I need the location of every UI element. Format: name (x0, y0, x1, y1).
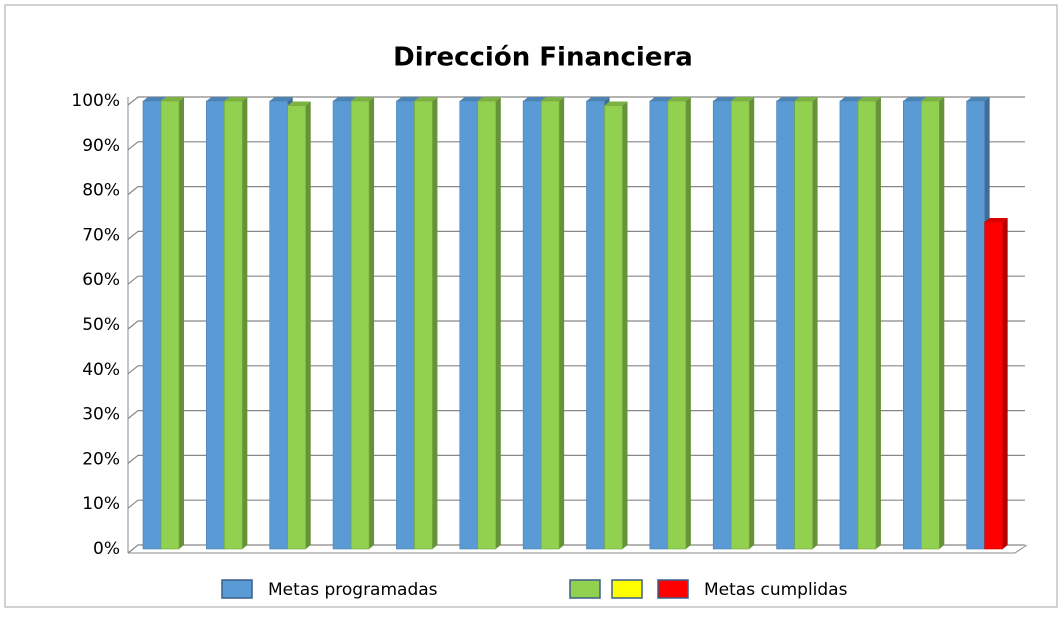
bar-top (667, 97, 691, 101)
y-tick-label: 50% (82, 315, 120, 335)
bar-top (333, 97, 357, 101)
bar (142, 100, 162, 550)
bar (984, 221, 1003, 550)
legend-swatch (657, 579, 689, 599)
bar-side (305, 101, 311, 549)
bar-top (649, 97, 673, 101)
bar-top (459, 97, 483, 101)
bar-side (559, 97, 565, 549)
bar (604, 105, 623, 550)
y-tick-label: 60% (82, 270, 120, 290)
bar-top (143, 97, 166, 101)
bar-top (731, 97, 755, 101)
bar-top (586, 97, 610, 101)
bar (540, 100, 560, 550)
bar (794, 100, 813, 550)
bar-top (477, 97, 501, 101)
bar (776, 100, 795, 550)
bar-top (206, 97, 230, 101)
bar (459, 100, 479, 550)
bar (414, 100, 433, 550)
bar (206, 100, 225, 550)
bar (920, 100, 940, 550)
bar-side (749, 97, 755, 549)
bar-side (242, 97, 248, 549)
bar (667, 100, 687, 550)
bar-side (812, 97, 818, 549)
y-tick-label: 20% (82, 449, 120, 469)
bar-side (432, 97, 438, 549)
bar-top (523, 97, 547, 101)
bar-top (776, 97, 800, 101)
bar (269, 100, 289, 550)
chart-title: Dirección Financiera (393, 43, 693, 73)
bar-top (966, 97, 990, 101)
bar-side (875, 97, 881, 549)
y-tick-label: 10% (82, 494, 120, 514)
bar (839, 100, 859, 550)
bar-top (604, 101, 628, 106)
bar-side (369, 97, 375, 549)
y-tick-label: 90% (82, 136, 120, 156)
y-tick-label: 0% (93, 539, 120, 559)
bar-side (495, 97, 501, 549)
bar (902, 100, 922, 550)
bar (396, 100, 415, 550)
bar-top (839, 97, 863, 101)
bar-top (921, 97, 945, 101)
bar-top (903, 97, 927, 101)
legend-swatch (569, 579, 601, 599)
legend-label: Metas programadas (268, 580, 438, 600)
bar-top (984, 217, 1008, 222)
bar (522, 100, 542, 550)
legend-swatch (611, 579, 643, 599)
bar-top (269, 97, 293, 101)
bar-top (351, 97, 375, 101)
bar (966, 100, 985, 550)
y-tick-label: 80% (82, 181, 120, 201)
bar-side (1002, 217, 1008, 549)
y-tick-label: 40% (82, 360, 120, 380)
y-tick-label: 70% (82, 225, 120, 245)
bar (857, 100, 877, 550)
bar-top (414, 97, 438, 101)
y-tick-label: 30% (82, 405, 120, 425)
bar (350, 100, 370, 550)
bar (730, 100, 750, 550)
bar-side (622, 101, 628, 549)
bar-top (396, 97, 420, 101)
bar-top (857, 97, 881, 101)
bar (586, 100, 605, 550)
x-axis (128, 544, 1028, 554)
bar (477, 100, 497, 550)
bar-top (287, 101, 311, 106)
bar-side (939, 97, 945, 549)
bar (649, 100, 669, 550)
bar (287, 105, 307, 550)
bar (160, 100, 180, 550)
bar-top (541, 97, 565, 101)
bar-top (713, 97, 737, 101)
bar-side (685, 97, 691, 549)
bar (712, 100, 732, 550)
bar (332, 100, 352, 550)
legend-swatch (221, 579, 253, 599)
bar-top (224, 97, 248, 101)
bar (224, 100, 243, 550)
bar-top (794, 97, 818, 101)
y-tick-label: 100% (71, 91, 120, 111)
bar-side (179, 97, 184, 549)
legend-label: Metas cumplidas (704, 580, 848, 600)
bar-top (161, 97, 184, 101)
